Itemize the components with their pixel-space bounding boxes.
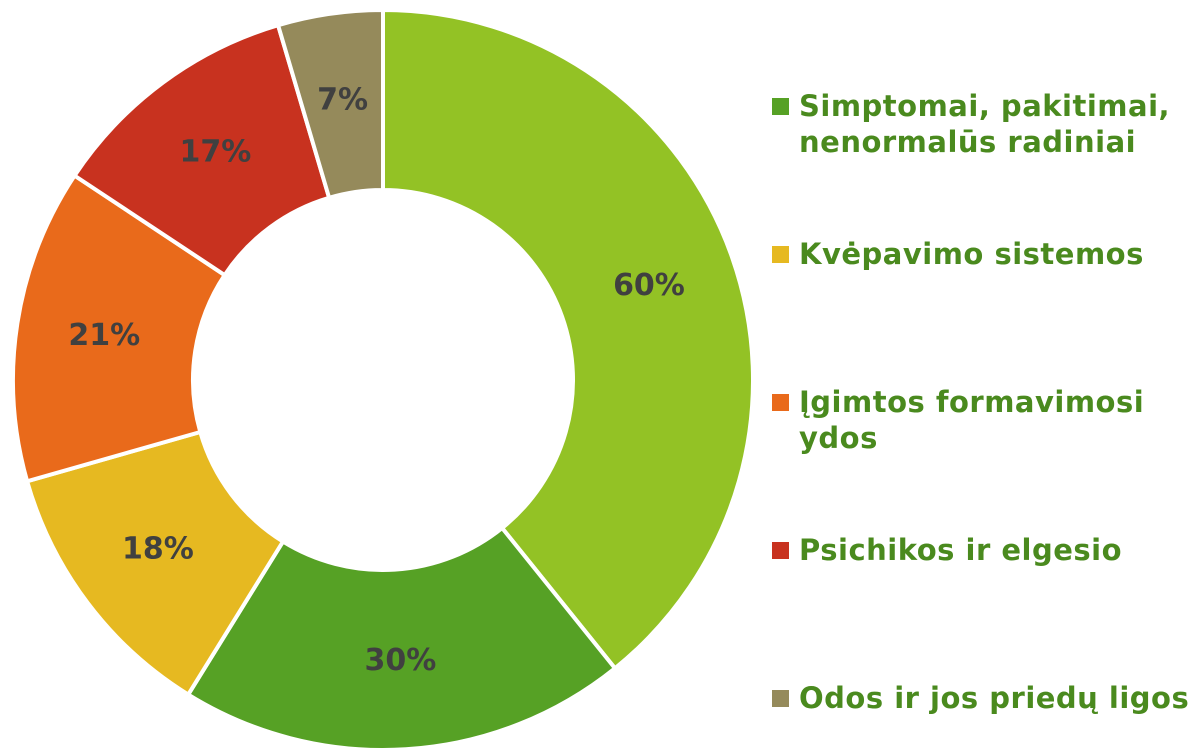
legend-swatch [772, 246, 789, 263]
data-label: 7% [317, 82, 368, 117]
legend-item: Įgimtos formavimosi ydos [772, 384, 1204, 456]
legend-label: Odos ir jos priedų ligos [799, 681, 1190, 715]
legend-item: Psichikos ir elgesio [772, 532, 1204, 568]
donut-chart: 60% 30% 18% 21% 17% 7% [11, 7, 755, 752]
legend-item: Kvėpavimo sistemos [772, 236, 1204, 272]
donut-slice [24, 429, 286, 698]
legend-swatch [772, 394, 789, 411]
legend-swatch [772, 542, 789, 559]
legend-label: Įgimtos formavimosi ydos [799, 385, 1145, 455]
donut-slice [275, 7, 385, 201]
donut-slice [71, 22, 332, 278]
legend-swatch [772, 98, 789, 115]
legend-label: Psichikos ir elgesio [799, 533, 1123, 567]
donut-slice [11, 172, 228, 484]
legend-label: Simptomai, pakitimai, nenormalūs radinia… [799, 89, 1171, 159]
donut-slice [381, 7, 755, 672]
legend-label: Kvėpavimo sistemos [799, 237, 1144, 271]
legend-swatch [772, 690, 789, 707]
legend-item: Odos ir jos priedų ligos [772, 680, 1204, 716]
data-label: 30% [364, 643, 436, 678]
data-label: 17% [179, 135, 251, 170]
donut-slice [185, 525, 618, 752]
data-label: 21% [68, 318, 140, 353]
data-label: 60% [613, 268, 685, 303]
data-label: 18% [122, 531, 194, 566]
legend-item: Simptomai, pakitimai, nenormalūs radinia… [772, 88, 1204, 160]
